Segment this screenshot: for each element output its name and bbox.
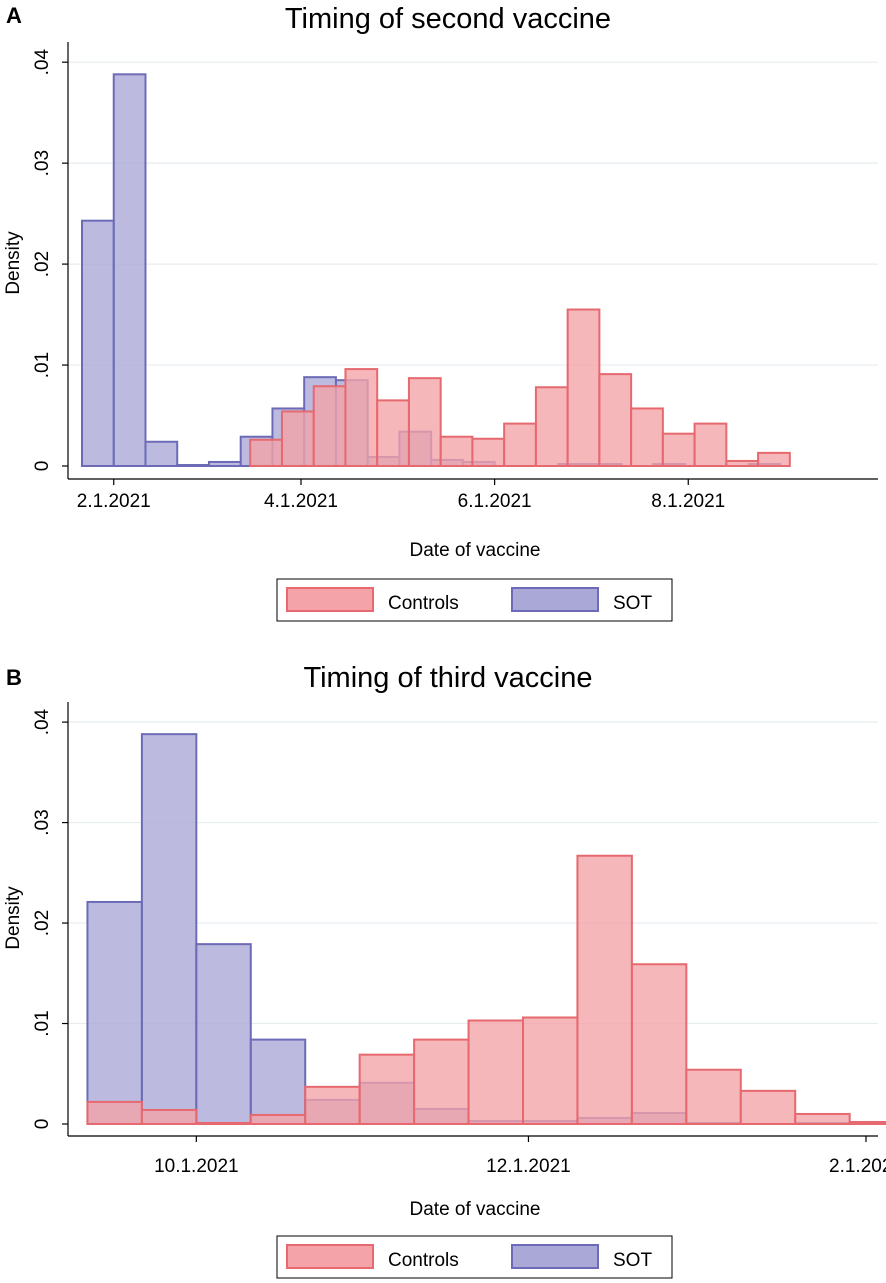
y-tick-label: 0 [32, 461, 53, 472]
y-ticks-a: 0 .01 .02 .03 .04 [32, 49, 68, 472]
controls-bar [576, 854, 633, 1125]
controls-bar [534, 386, 569, 467]
controls-bar [739, 1089, 797, 1126]
sot-bar [81, 219, 115, 467]
legend-swatch-sot-b [511, 1244, 599, 1269]
x-axis-label-b: Date of vaccine [410, 1199, 541, 1220]
x-tick-label: 6.1.2021 [458, 491, 532, 512]
grid-a [68, 61, 878, 366]
y-tick-label: .03 [32, 809, 53, 835]
x-ticks-a: 2.1.2021 4.1.2021 6.1.2021 8.1.2021 [77, 479, 725, 512]
controls-bar [344, 368, 379, 468]
y-tick-label: .03 [32, 150, 53, 176]
controls-bar [794, 1112, 851, 1126]
y-tick-label: .02 [32, 910, 53, 936]
sot-bar [195, 943, 252, 1126]
panel-label-b: B [6, 665, 22, 690]
sot-bar [207, 460, 242, 468]
controls-bar [848, 1120, 886, 1126]
controls-bar [249, 1113, 307, 1126]
x-tick-label: 2.1.2021 [77, 491, 151, 512]
sot-bar [86, 900, 143, 1126]
controls-bar [630, 407, 664, 468]
controls-bar [86, 1100, 143, 1126]
sot-bar [176, 463, 210, 468]
controls-bar [566, 308, 601, 467]
controls-bar [439, 435, 474, 468]
controls-bar [140, 1108, 198, 1126]
controls-bar [312, 385, 347, 467]
legend-b: Controls SOT [276, 1235, 673, 1279]
controls-bar [630, 963, 688, 1125]
controls-bars-a [249, 308, 791, 468]
controls-bar [522, 1016, 579, 1125]
controls-bar [661, 432, 696, 468]
controls-bar [249, 438, 283, 467]
y-tick-label: .01 [32, 352, 53, 378]
sot-bar [144, 440, 179, 467]
legend-swatch-controls-a [286, 587, 374, 612]
legend-label-sot-b: SOT [613, 1250, 652, 1271]
x-ticks-b: 10.1.2021 12.1.2021 2.1.2022 [154, 1136, 886, 1177]
controls-bar [685, 1068, 742, 1125]
controls-bar [471, 437, 506, 468]
controls-bar [757, 451, 791, 467]
sot-bar [140, 733, 198, 1126]
x-axis-label-a: Date of vaccine [410, 540, 541, 561]
y-tick-label: .04 [32, 708, 53, 735]
y-tick-label: 0 [32, 1119, 53, 1130]
y-tick-label: .01 [32, 1010, 53, 1036]
legend-swatch-sot-a [511, 587, 599, 612]
legend-a: Controls SOT [276, 578, 673, 622]
controls-bar [693, 422, 728, 468]
panel-a: A Timing of second vaccine 0 .01 .02 .03 .04… [3, 3, 878, 622]
legend-label-sot-a: SOT [613, 593, 652, 614]
y-axis-label-a: Density [3, 231, 24, 295]
panel-b: B Timing of third vaccine 0.01.02.03.04 … [3, 662, 886, 1279]
chart-title-a: Timing of second vaccine [285, 3, 611, 35]
chart-title-b: Timing of third vaccine [303, 662, 592, 694]
controls-bar [725, 459, 760, 468]
controls-bars-b [86, 854, 886, 1126]
legend-label-controls-a: Controls [388, 593, 459, 614]
sot-bar [249, 1038, 307, 1125]
controls-bar [280, 410, 315, 468]
legend-label-controls-b: Controls [388, 1250, 459, 1271]
controls-bar [358, 1053, 416, 1125]
x-tick-label: 10.1.2021 [154, 1156, 239, 1177]
x-tick-label: 12.1.2021 [486, 1156, 571, 1177]
y-ticks-b: 0 .01 .02 .03 .04 [32, 708, 68, 1129]
controls-bar [503, 422, 537, 468]
panel-label-a: A [6, 3, 22, 28]
controls-bar [598, 373, 633, 467]
y-axis-label-b: Density [3, 886, 24, 950]
x-tick-label: 8.1.2021 [651, 491, 725, 512]
controls-bar [467, 1019, 524, 1125]
controls-bar [407, 377, 442, 467]
x-tick-label: 2.1.2022 [829, 1156, 886, 1177]
controls-bar [304, 1085, 361, 1126]
sot-bar [112, 73, 147, 468]
x-tick-label: 4.1.2021 [264, 491, 338, 512]
controls-bar [376, 399, 410, 467]
legend-swatch-controls-b [286, 1244, 374, 1269]
controls-bar [195, 1121, 252, 1126]
controls-bar [413, 1038, 470, 1125]
y-tick-label: .02 [32, 251, 53, 277]
y-tick-label: .04 [32, 49, 53, 76]
